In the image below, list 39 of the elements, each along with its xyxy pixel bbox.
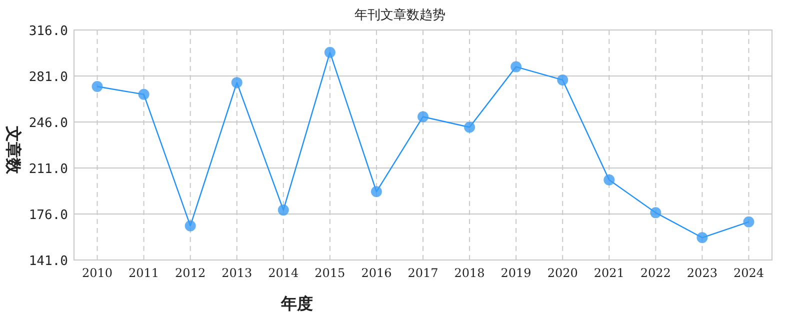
point bbox=[464, 122, 476, 133]
x-tick-label: 2010 bbox=[82, 266, 113, 280]
y-tick-label: 211.0 bbox=[28, 162, 68, 177]
x-tick-label: 2014 bbox=[268, 266, 300, 280]
x-tick-label: 2012 bbox=[175, 266, 206, 280]
x-tick-label: 2019 bbox=[500, 266, 532, 280]
x-tick-label: 2023 bbox=[686, 266, 718, 280]
point bbox=[604, 174, 615, 186]
x-tick-label: 2024 bbox=[733, 266, 764, 280]
y-tick-label: 246.0 bbox=[28, 116, 68, 131]
point bbox=[650, 207, 662, 218]
y-tick-label: 316.0 bbox=[28, 24, 68, 39]
x-tick-label: 2011 bbox=[128, 266, 160, 280]
x-tick-label: 2021 bbox=[594, 266, 624, 280]
point bbox=[231, 77, 242, 88]
y-axis-title: 文章数 bbox=[4, 125, 23, 175]
point bbox=[696, 232, 708, 244]
x-axis-title: 年度 bbox=[280, 294, 313, 313]
x-tick-label: 2017 bbox=[408, 266, 438, 280]
y-tick-label: 281.0 bbox=[28, 70, 68, 85]
x-tick-label: 2013 bbox=[222, 266, 252, 280]
x-tick-label: 2020 bbox=[547, 266, 578, 280]
point bbox=[418, 111, 428, 122]
x-tick-label: 2015 bbox=[314, 266, 346, 280]
x-tick-label: 2016 bbox=[361, 266, 392, 280]
point bbox=[324, 46, 336, 58]
point bbox=[184, 220, 196, 232]
point bbox=[557, 74, 568, 86]
point bbox=[92, 81, 103, 92]
point bbox=[138, 88, 150, 100]
x-tick-label: 2022 bbox=[640, 266, 671, 280]
point bbox=[370, 186, 382, 198]
point bbox=[278, 204, 289, 216]
chart-title: 年刊文章数趋势 bbox=[354, 8, 446, 23]
point bbox=[743, 216, 754, 228]
point bbox=[510, 61, 522, 72]
x-tick-label: 2018 bbox=[454, 266, 485, 280]
y-tick-label: 176.0 bbox=[28, 208, 68, 223]
y-tick-label: 141.0 bbox=[28, 254, 68, 269]
